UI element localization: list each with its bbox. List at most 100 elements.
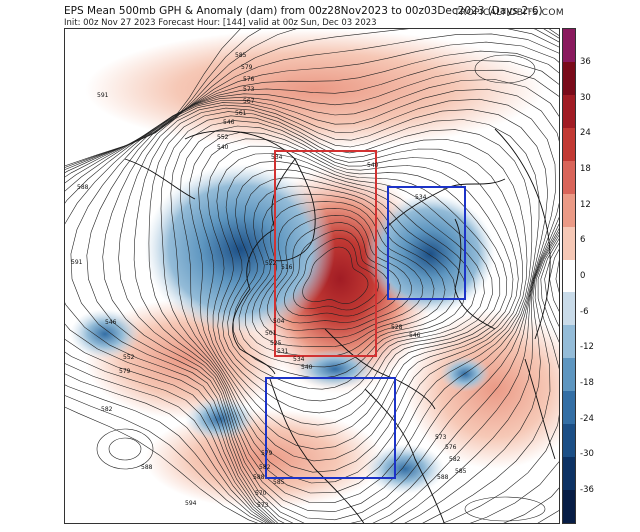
contour-label: 582	[449, 456, 461, 463]
colorbar-tick-label: -12	[580, 342, 594, 353]
colorbar-tick-label: -30	[580, 449, 594, 460]
colorbar-segment	[563, 391, 575, 425]
chart-subtitle: Init: 00z Nov 27 2023 Forecast Hour: [14…	[64, 18, 377, 28]
height-contour	[474, 54, 536, 84]
north-america-box	[265, 377, 396, 479]
contour-label: 570	[255, 490, 267, 497]
height-contour	[86, 88, 559, 523]
height-contour	[96, 428, 154, 470]
contour-label: 504	[273, 318, 285, 325]
contour-label: 582	[101, 406, 113, 413]
contour-label: 534	[271, 154, 283, 161]
colorbar-segment	[563, 490, 575, 524]
colorbar-segment	[563, 160, 575, 195]
contour-label: 552	[123, 354, 135, 361]
height-contour	[70, 79, 559, 523]
contour-label: 579	[261, 450, 273, 457]
height-contour	[302, 246, 369, 304]
contour-label: 576	[243, 76, 255, 83]
colorbar-segment	[563, 61, 575, 96]
height-contour	[118, 104, 549, 512]
colorbar-segment	[563, 94, 575, 129]
contour-label: 546	[409, 332, 421, 339]
colorbar-segment	[563, 127, 575, 162]
height-contour	[65, 69, 559, 523]
height-contour	[133, 107, 540, 503]
height-contour	[65, 41, 559, 523]
contour-label: 585	[273, 479, 285, 486]
polar-map: 5915885855795765735675615465525405345225…	[65, 29, 559, 523]
colorbar-segment	[563, 325, 575, 359]
colorbar-segment	[563, 259, 575, 293]
height-contour	[275, 222, 401, 324]
colorbar-segment	[563, 193, 575, 228]
colorbar-tick-label: 12	[580, 199, 591, 210]
anomaly-shading	[70, 29, 559, 509]
height-contour	[189, 131, 514, 450]
contour-label: 582	[259, 464, 271, 471]
colorbar-tick-label: 0	[580, 271, 586, 281]
height-contour	[464, 496, 546, 522]
contour-label: 585	[235, 52, 247, 59]
height-contour	[108, 437, 142, 461]
height-contour	[160, 115, 528, 484]
contour-labels: 5915885855795765735675615465525405345225…	[71, 52, 467, 509]
colorbar-segment	[563, 457, 575, 491]
credit-text: TROPICALTIDBITS.COM	[454, 8, 564, 18]
colorbar-tick-label: 6	[580, 235, 586, 246]
contour-label: 588	[77, 184, 89, 191]
contour-label: 540	[301, 364, 313, 371]
contour-label: 540	[217, 144, 229, 151]
height-contour	[198, 138, 508, 438]
contour-label: 588	[141, 464, 153, 471]
contour-label: 525	[270, 340, 282, 347]
contour-label: 585	[455, 468, 467, 475]
contour-label: 522	[265, 260, 277, 267]
height-contour	[267, 214, 412, 331]
anomaly-colorbar	[562, 28, 576, 524]
contour-label: 573	[257, 502, 269, 509]
colorbar-segment	[563, 424, 575, 458]
height-contour	[170, 120, 523, 473]
height-contour	[148, 111, 533, 494]
contour-label: 588	[253, 474, 265, 481]
contour-label: 573	[243, 86, 255, 93]
contour-label: 534	[293, 356, 305, 363]
colorbar-segment	[563, 226, 575, 261]
contour-label: 573	[435, 434, 447, 441]
contour-label: 501	[265, 330, 277, 337]
height-contour	[102, 98, 557, 521]
contour-label: 576	[445, 444, 457, 451]
contour-label: 567	[243, 98, 255, 105]
colorbar-tick-label: 36	[580, 56, 591, 67]
chart-title: EPS Mean 500mb GPH & Anomaly (dam) from …	[64, 5, 543, 17]
height-contour	[238, 185, 457, 368]
annotation-boxes	[265, 150, 466, 479]
height-contour	[65, 50, 559, 523]
height-contour	[65, 60, 559, 523]
contour-label: 579	[241, 64, 253, 71]
colorbar-tick-label: 18	[580, 163, 591, 174]
height-contour	[259, 208, 424, 339]
colorbar-tick-label: -24	[580, 413, 594, 424]
contour-label: 579	[119, 368, 131, 375]
coastlines	[124, 128, 556, 523]
contour-label: 546	[105, 319, 117, 326]
contour-label: 591	[71, 259, 83, 266]
contour-label: 591	[97, 92, 109, 99]
contour-label: 594	[185, 500, 197, 507]
contour-label: 540	[367, 162, 379, 169]
height-contour	[283, 229, 390, 317]
contour-label: 546	[223, 119, 235, 126]
contour-label: 534	[415, 194, 427, 201]
colorbar-segment	[563, 292, 575, 326]
colorbar-segment	[563, 358, 575, 392]
contour-label: 531	[277, 348, 289, 355]
contour-label: 552	[217, 134, 229, 141]
map-panel: 591 588 585 579 576 573 567 561 546 552 540 534 522 5…	[64, 28, 560, 524]
height-contour	[65, 33, 559, 523]
colorbar-tick-label: 24	[580, 128, 591, 139]
height-contour	[207, 145, 501, 426]
contour-label: 588	[437, 474, 449, 481]
height-contour	[292, 238, 379, 311]
